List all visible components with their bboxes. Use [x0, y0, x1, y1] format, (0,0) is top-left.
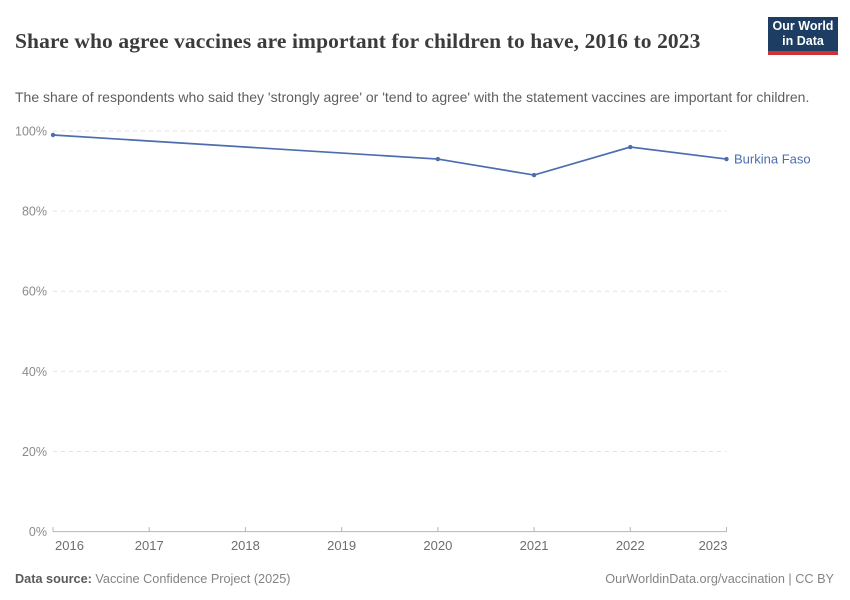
owid-logo-line2: in Data	[782, 34, 824, 48]
y-axis-label-20: 20%	[22, 445, 47, 459]
x-axis-label-2017: 2017	[135, 538, 164, 553]
y-axis-label-0: 0%	[29, 525, 47, 539]
owid-logo[interactable]: Our World in Data	[768, 17, 838, 55]
chart-subtitle: The share of respondents who said they '…	[15, 89, 810, 105]
y-axis-label-60: 60%	[22, 285, 47, 299]
x-axis-label-2023: 2023	[699, 538, 728, 553]
data-point-2022	[628, 144, 633, 150]
entity-label-burkina-faso[interactable]: Burkina Faso	[734, 152, 811, 167]
chart-footer: Data source: Vaccine Confidence Project …	[0, 571, 850, 587]
owid-logo-line1: Our World	[772, 19, 834, 33]
data-point-2023	[724, 156, 729, 162]
x-axis-label-2016: 2016	[55, 538, 84, 553]
data-point-2016	[50, 132, 56, 138]
data-source-value: Vaccine Confidence Project (2025)	[91, 572, 291, 586]
attribution: OurWorldinData.org/vaccination | CC BY	[605, 572, 834, 586]
x-axis-label-2020: 2020	[423, 538, 452, 553]
data-source-label: Data source:	[15, 572, 92, 586]
y-axis-label-40: 40%	[22, 365, 47, 379]
x-axis-label-2018: 2018	[231, 538, 260, 553]
x-axis-label-2019: 2019	[327, 538, 356, 553]
data-source: Data source: Vaccine Confidence Project …	[15, 571, 291, 587]
x-axis-label-2021: 2021	[520, 538, 549, 553]
line-chart: 0% 20% 40% 60% 80% 100% 2016 2017 2018 2019 2020 20…	[15, 125, 811, 554]
x-axis-label-2022: 2022	[616, 538, 645, 553]
data-point-2021	[531, 172, 537, 178]
data-point-2020	[435, 156, 441, 162]
series-line-burkina-faso	[52, 134, 727, 176]
y-axis-label-100: 100%	[15, 125, 47, 139]
y-axis-label-80: 80%	[22, 205, 47, 219]
chart-title: Share who agree vaccines are important f…	[15, 29, 701, 54]
